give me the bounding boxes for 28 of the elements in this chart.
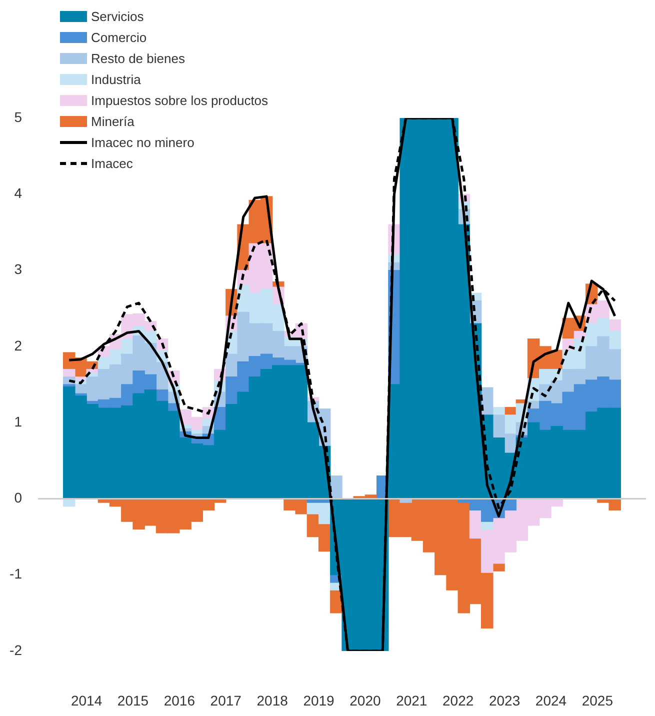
x-tick-label: 2017: [210, 692, 242, 708]
legend-label: Industria: [91, 72, 141, 87]
y-tick-label: 3: [14, 261, 22, 278]
legend-label: Imacec: [91, 156, 133, 171]
y-tick-label: -2: [10, 642, 22, 658]
x-tick-label: 2015: [117, 692, 149, 708]
x-tick-label: 2018: [256, 692, 288, 708]
x-tick-label: 2022: [442, 692, 474, 708]
legend-label: Comercio: [91, 30, 147, 45]
y-tick-label: 5: [14, 108, 22, 125]
x-tick-label: 2023: [488, 692, 520, 708]
legend-label: Servicios: [91, 9, 144, 24]
x-tick-label: 2025: [582, 692, 614, 708]
x-tick-label: 2014: [70, 692, 102, 708]
x-tick-label: 2019: [303, 692, 335, 708]
x-tick-label: 2020: [350, 692, 381, 708]
x-tick-label: 2021: [396, 692, 428, 708]
legend-label: Minería: [91, 114, 134, 129]
y-tick-label: 0: [14, 490, 22, 506]
y-tick-label: 4: [14, 185, 22, 201]
y-tick-label: -1: [10, 566, 22, 582]
legend-label: Impuestos sobre los productos: [91, 93, 268, 108]
x-tick-label: 2024: [535, 692, 567, 708]
legend-label: Imacec no minero: [91, 135, 194, 150]
y-tick-label: 2: [14, 337, 22, 354]
y-tick-label: 1: [14, 413, 22, 430]
x-tick-label: 2016: [164, 692, 196, 708]
legend-label: Resto de bienes: [91, 51, 185, 66]
